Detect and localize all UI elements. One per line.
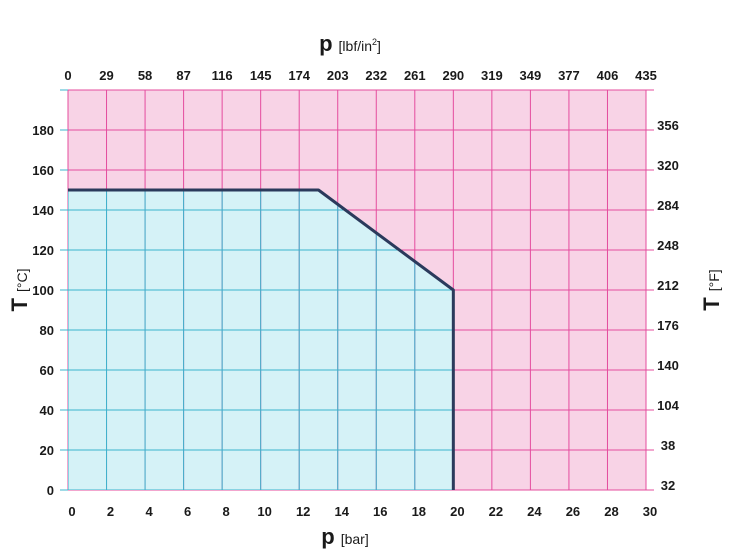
top-tick-label: 261	[404, 68, 426, 83]
top-tick-label: 232	[365, 68, 387, 83]
right-tick-label: 176	[657, 318, 679, 333]
bottom-tick-label: 12	[296, 504, 310, 519]
right-tick-label: 248	[657, 238, 679, 253]
top-tick-label: 145	[250, 68, 272, 83]
top-tick-label: 174	[288, 68, 310, 83]
bottom-tick-label: 8	[223, 504, 230, 519]
top-tick-label: 58	[138, 68, 152, 83]
right-tick-label: 212	[657, 278, 679, 293]
left-axis-title: T[°C]	[7, 269, 32, 312]
bottom-tick-label: 6	[184, 504, 191, 519]
left-tick-label: 100	[32, 283, 54, 298]
top-tick-label: 349	[520, 68, 542, 83]
bottom-tick-label: 28	[604, 504, 618, 519]
top-axis-title: p [lbf/in2]	[319, 31, 381, 56]
left-tick-label: 120	[32, 243, 54, 258]
bottom-tick-labels: 0 2 4 6 8 10 12 14 16 18 20 22 24 26 28 30	[68, 504, 657, 519]
left-tick-label: 40	[40, 403, 54, 418]
right-tick-label: 320	[657, 158, 679, 173]
bottom-tick-label: 4	[145, 504, 153, 519]
bottom-tick-label: 26	[566, 504, 580, 519]
bottom-tick-label: 22	[489, 504, 503, 519]
top-tick-label: 290	[442, 68, 464, 83]
top-tick-label: 29	[99, 68, 113, 83]
right-tick-labels: 32 38 104 140 176 212 248 284 320 356	[657, 118, 679, 493]
bottom-tick-label: 10	[257, 504, 271, 519]
bottom-tick-label: 18	[412, 504, 426, 519]
right-tick-label: 284	[657, 198, 679, 213]
left-tick-label: 140	[32, 203, 54, 218]
left-tick-label: 60	[40, 363, 54, 378]
bottom-tick-label: 24	[527, 504, 542, 519]
bottom-tick-label: 20	[450, 504, 464, 519]
right-tick-label: 32	[661, 478, 675, 493]
top-tick-label: 377	[558, 68, 580, 83]
top-tick-label: 116	[212, 68, 233, 83]
right-tick-label: 356	[657, 118, 679, 133]
bottom-axis-title: p [bar]	[321, 524, 368, 549]
left-tick-label: 160	[32, 163, 54, 178]
top-tick-labels: 0 29 58 87 116 145 174 203 232 261 290 319 349 377 406…	[64, 68, 656, 83]
left-tick-label: 80	[40, 323, 54, 338]
boundary-line	[68, 188, 455, 490]
bottom-tick-label: 30	[643, 504, 657, 519]
right-tick-label: 38	[661, 438, 675, 453]
bottom-tick-label: 2	[107, 504, 114, 519]
right-axis-title: T[°F]	[699, 269, 724, 310]
right-tick-label: 140	[657, 358, 679, 373]
left-tick-labels: 0 20 40 60 80 100 120 140 160 180	[32, 123, 54, 498]
left-tick-label: 0	[47, 483, 54, 498]
left-tick-label: 20	[40, 443, 54, 458]
top-tick-label: 203	[327, 68, 349, 83]
bottom-tick-label: 14	[334, 504, 349, 519]
left-tick-label: 180	[32, 123, 54, 138]
top-tick-label: 87	[176, 68, 190, 83]
top-tick-label: 319	[481, 68, 503, 83]
top-tick-label: 435	[635, 68, 657, 83]
top-tick-label: 406	[597, 68, 619, 83]
top-tick-label: 0	[64, 68, 71, 83]
right-tick-label: 104	[657, 398, 679, 413]
bottom-tick-label: 16	[373, 504, 387, 519]
bottom-tick-label: 0	[68, 504, 75, 519]
